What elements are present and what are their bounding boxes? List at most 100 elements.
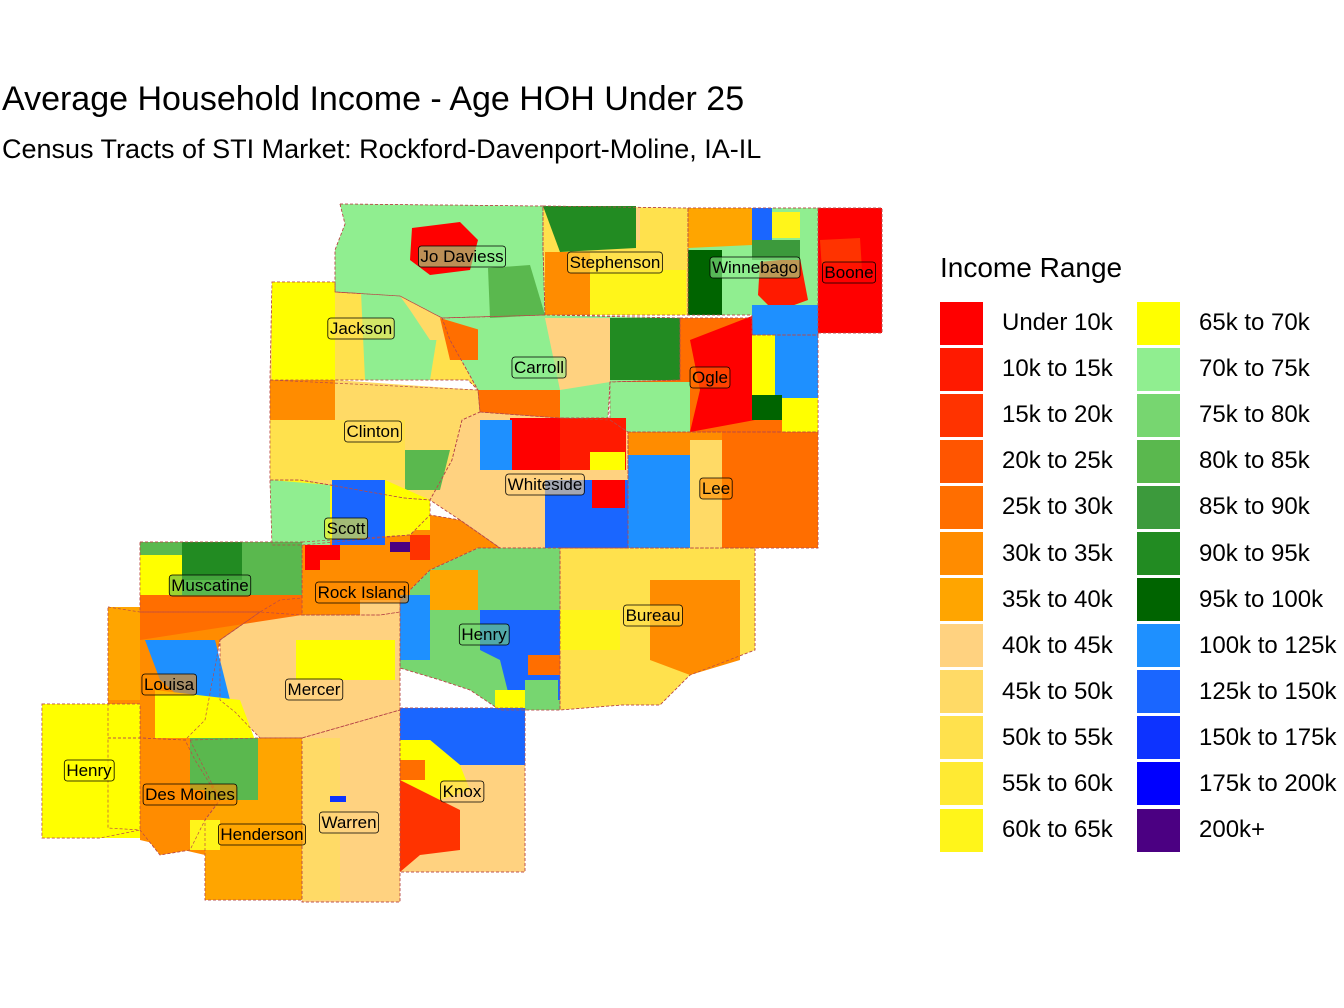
legend-label: 30k to 35k	[1002, 539, 1113, 567]
legend-label: 75k to 80k	[1199, 401, 1310, 429]
county-label-box	[458, 623, 510, 646]
tract-region	[650, 580, 740, 675]
tract-region	[510, 418, 560, 470]
county-label: Henry	[458, 623, 510, 646]
county-label: Louisa	[141, 673, 197, 696]
legend-label: 65k to 70k	[1199, 309, 1310, 337]
legend-label: Under 10k	[1002, 309, 1113, 337]
legend-label: 175k to 200k	[1199, 769, 1337, 797]
tract-overlays	[41, 203, 883, 903]
tract-region	[140, 738, 190, 790]
county-label-box	[511, 356, 567, 379]
legend-label: 200k+	[1199, 816, 1266, 844]
legend-swatch	[1137, 301, 1180, 345]
tract-region	[405, 450, 450, 490]
tract-region	[775, 335, 818, 400]
county-border	[269, 479, 431, 546]
county-label-text: Scott	[327, 519, 366, 538]
tract-region	[478, 548, 560, 610]
legend-swatch	[1137, 532, 1180, 576]
county-label-text: Rock Island	[318, 583, 407, 602]
tract-region	[543, 206, 636, 252]
tract-region	[440, 318, 480, 360]
legend-swatch	[1137, 578, 1180, 622]
county-label-text: Louisa	[144, 675, 195, 694]
county-label-box	[141, 673, 197, 696]
county-label-text: Des Moines	[145, 785, 235, 804]
tract-region	[205, 850, 302, 900]
county-label: Knox	[440, 780, 485, 803]
tract-region	[752, 335, 775, 395]
tract-region	[782, 398, 818, 432]
legend-swatch	[1137, 670, 1180, 714]
legend-item: 175k to 200k	[1137, 761, 1344, 807]
tract-region	[528, 655, 560, 675]
legend-label: 70k to 75k	[1199, 355, 1310, 383]
tract-region	[495, 690, 525, 710]
county-label-box	[285, 678, 344, 701]
legend-label: 150k to 175k	[1199, 723, 1337, 751]
county-label-text: Boone	[824, 263, 873, 282]
legend-item: 95k to 100k	[1137, 577, 1344, 623]
tract-region	[242, 542, 302, 598]
county-label: Whiteside	[505, 473, 585, 496]
county-label: Boone	[822, 261, 876, 284]
county-label-box	[689, 366, 731, 389]
legend-label: 15k to 20k	[1002, 401, 1113, 429]
legend-label: 55k to 60k	[1002, 769, 1113, 797]
legend-label: 35k to 40k	[1002, 585, 1113, 613]
tract-region	[478, 390, 560, 418]
county-label-text: Carroll	[514, 358, 564, 377]
legend-swatch	[940, 716, 983, 760]
county-label: Ogle	[689, 366, 731, 389]
county-label: Rock Island	[315, 581, 409, 604]
tract-region	[688, 208, 752, 248]
county-label: Winnebago	[709, 256, 801, 279]
legend-item: 200k+	[1137, 807, 1344, 853]
county-label-text: Jo Daviess	[420, 247, 503, 266]
tract-region	[722, 432, 818, 548]
legend-item: 20k to 25k	[940, 438, 1137, 484]
legend-item: 60k to 65k	[940, 807, 1137, 853]
county-label: Henderson	[218, 823, 306, 846]
county-label: Lee	[699, 477, 733, 500]
county-label-text: Winnebago	[712, 258, 798, 277]
legend-label: 90k to 95k	[1199, 539, 1310, 567]
legend-swatch	[940, 762, 983, 806]
county-label-text: Clinton	[347, 422, 400, 441]
county-label-text: Lee	[702, 479, 730, 498]
legend-item: 70k to 75k	[1137, 346, 1344, 392]
legend-swatch	[1137, 485, 1180, 529]
legend-item: 125k to 150k	[1137, 669, 1344, 715]
county-label-text: Ogle	[692, 368, 728, 387]
county-label-text: Bureau	[626, 606, 681, 625]
tract-region	[752, 240, 800, 260]
county-label-box	[319, 811, 379, 834]
legend-label: 100k to 125k	[1199, 631, 1337, 659]
county-label-box	[344, 420, 402, 443]
legend-swatch	[1137, 808, 1180, 852]
county-label-text: Mercer	[288, 680, 341, 699]
tract-region	[330, 796, 346, 802]
legend-swatch	[940, 532, 983, 576]
legend-item: 40k to 45k	[940, 623, 1137, 669]
tract-region	[140, 790, 205, 855]
tract-region	[628, 455, 690, 548]
county-label-box	[168, 574, 252, 597]
county-label-text: Whiteside	[508, 475, 583, 494]
legend-swatch	[940, 485, 983, 529]
tract-region	[182, 542, 242, 580]
county-label-box	[324, 517, 369, 540]
tract-region	[258, 738, 302, 800]
tract-region	[610, 318, 680, 380]
legend-swatch	[940, 578, 983, 622]
legend-item: 150k to 175k	[1137, 715, 1344, 761]
legend-swatch	[940, 624, 983, 668]
county-label: Warren	[319, 811, 379, 834]
tract-region	[385, 480, 430, 530]
county-label-text: Henderson	[220, 825, 303, 844]
county-label-box	[709, 256, 801, 279]
tract-region	[488, 265, 545, 318]
map-subtitle: Census Tracts of STI Market: Rockford-Da…	[2, 134, 762, 164]
county-label-text: Stephenson	[570, 253, 661, 272]
